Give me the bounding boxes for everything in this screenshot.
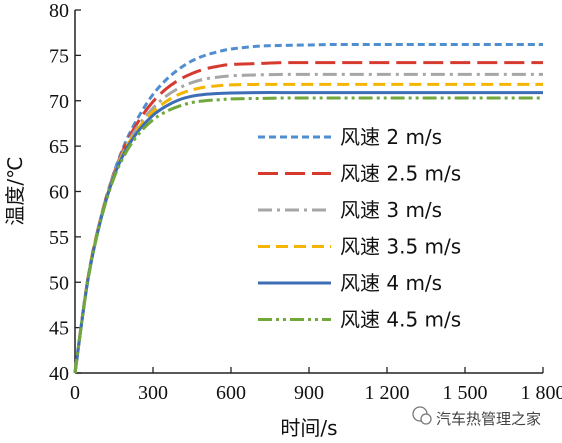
legend-label-3: 风速 3 m/s: [340, 198, 442, 222]
legend-label-1: 风速 2 m/s: [340, 125, 442, 149]
series-line-3: [73, 72, 543, 374]
x-tick-label: 1 500: [443, 382, 488, 404]
series-line-5: [73, 91, 543, 374]
series-line-2: [73, 61, 543, 374]
series-lines: [73, 42, 544, 374]
y-tick-label: 75: [49, 45, 69, 67]
y-tick-label: 45: [49, 318, 69, 340]
watermark-text: 汽车热管理之家: [436, 410, 541, 428]
legend-label-5: 风速 4 m/s: [340, 271, 442, 295]
ticks: 0 300 600 900 1 200 1 500 1 800 40 45 50 55 60 65 70 7…: [49, 0, 562, 404]
wechat-icon: [412, 406, 432, 425]
legend-label-4: 风速 3.5 m/s: [340, 235, 461, 259]
y-axis-label: 温度/℃: [3, 156, 27, 225]
y-tick-label: 55: [49, 227, 69, 249]
x-tick-label: 1 800: [521, 382, 562, 404]
legend-label-6: 风速 4.5 m/s: [340, 308, 461, 332]
legend: 风速 2 m/s 风速 2.5 m/s 风速 3 m/s 风速 3.5 m/s 风速 4…: [258, 125, 461, 332]
y-tick-label: 70: [49, 91, 69, 113]
y-tick-label: 40: [49, 363, 69, 385]
x-tick-label: 600: [216, 382, 246, 404]
y-tick-label: 65: [49, 136, 69, 158]
y-tick-label: 80: [49, 0, 69, 22]
x-tick-label: 0: [70, 382, 80, 404]
x-tick-label: 300: [138, 382, 168, 404]
y-tick-label: 50: [49, 272, 69, 294]
y-tick-label: 60: [49, 182, 69, 204]
x-axis-label: 时间/s: [280, 416, 337, 440]
legend-label-2: 风速 2.5 m/s: [340, 162, 461, 186]
series-line-6: [73, 96, 543, 374]
x-tick-label: 1 200: [365, 382, 410, 404]
x-tick-label: 900: [294, 382, 324, 404]
series-line-1: [73, 42, 543, 374]
watermark: 汽车热管理之家: [412, 406, 541, 428]
